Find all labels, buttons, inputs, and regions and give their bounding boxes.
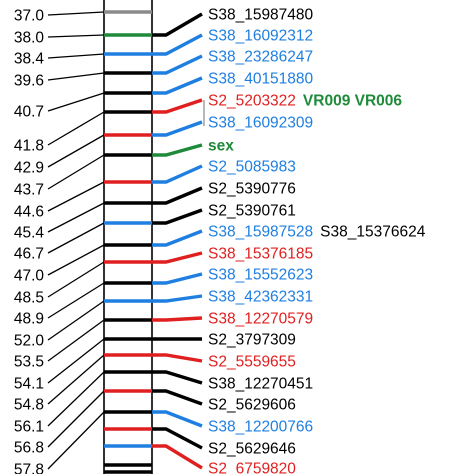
marker-label: S2_5629606 <box>208 397 296 414</box>
marker-label: S38_15987480 <box>208 7 314 24</box>
position-label: 38.0 <box>14 30 45 47</box>
position-connector <box>47 111 105 146</box>
marker-label-group: S38_15987480 S38_16092312 S38_23286247 S38_… <box>208 7 426 474</box>
chromosome-bar <box>103 0 153 474</box>
chromosome-outline <box>103 0 153 474</box>
position-connector <box>47 202 105 233</box>
marker-label: S38_12270579 <box>208 311 313 328</box>
position-label: 45.4 <box>14 225 45 242</box>
position-connector <box>47 181 105 212</box>
marker-connector <box>152 143 203 157</box>
position-label: 53.5 <box>14 354 44 371</box>
marker-extra-label: S38_15376624 <box>320 224 426 241</box>
marker-connector <box>152 251 203 264</box>
marker-label: S2_3797309 <box>208 332 296 349</box>
position-connector <box>47 411 105 470</box>
position-label: 47.0 <box>14 268 45 285</box>
position-label: 39.6 <box>14 73 44 90</box>
position-label: 48.9 <box>14 311 44 328</box>
marker-connector <box>152 76 203 95</box>
position-connector <box>47 92 105 112</box>
position-label: 54.1 <box>14 376 44 393</box>
position-connector <box>47 244 105 276</box>
position-label: 41.8 <box>14 138 44 155</box>
marker-connector <box>152 272 203 285</box>
marker-label: S2_5390776 <box>208 181 296 198</box>
position-connector <box>47 282 105 319</box>
marker-connector <box>152 294 203 303</box>
position-label: 56.8 <box>14 440 44 457</box>
marker-connector <box>152 316 203 322</box>
position-label: 37.0 <box>14 8 45 25</box>
position-label: 57.8 <box>14 462 44 474</box>
marker-connector <box>152 427 203 450</box>
position-label: 52.0 <box>14 333 45 350</box>
position-label: 56.1 <box>14 419 44 436</box>
position-label: 44.6 <box>14 204 44 221</box>
marker-label: S2_5085983 <box>208 159 296 176</box>
position-connector <box>47 53 105 59</box>
marker-connector <box>152 208 203 225</box>
position-connector <box>47 222 105 254</box>
marker-label: S38_15552623 <box>208 267 313 284</box>
position-connector <box>47 354 105 405</box>
marker-label: S38_12200766 <box>208 419 313 436</box>
position-connector <box>47 371 105 427</box>
marker-label: S2_6759820 <box>208 461 296 474</box>
marker-label: S2_5203322 <box>208 93 296 110</box>
position-connector <box>47 300 105 341</box>
marker-label: S38_15376185 <box>208 246 313 263</box>
marker-label: S38_16092309 <box>208 115 313 132</box>
marker-connector <box>152 164 203 184</box>
position-connector <box>47 338 105 384</box>
marker-label: S38_40151880 <box>208 71 314 88</box>
marker-connector-group <box>152 12 205 470</box>
marker-connector <box>152 410 203 428</box>
marker-label: S2_5629646 <box>208 441 296 458</box>
marker-connector <box>152 229 203 247</box>
position-connector <box>47 34 105 38</box>
marker-connector <box>152 389 203 406</box>
marker-connector <box>152 370 203 385</box>
position-connector <box>47 261 105 298</box>
marker-label: S38_16092312 <box>208 28 313 45</box>
position-label: 38.4 <box>14 51 45 68</box>
position-label: 54.8 <box>14 397 44 414</box>
marker-connector <box>152 12 203 37</box>
marker-label: S38_15987528 <box>208 224 313 241</box>
marker-connector <box>152 98 203 114</box>
position-connector-group <box>47 11 105 470</box>
position-label-group: 37.0 38.0 38.4 39.6 40.7 41.8 42.9 43.7 44.6 45.4… <box>14 8 45 474</box>
marker-connector <box>152 120 203 137</box>
marker-label: S38_12270451 <box>208 376 313 393</box>
position-label: 42.9 <box>14 160 44 177</box>
marker-connector <box>152 353 203 363</box>
marker-label: S2_5390761 <box>208 203 296 220</box>
marker-label: S2_5559655 <box>208 354 296 371</box>
position-connector <box>47 154 105 190</box>
marker-connector <box>152 33 203 56</box>
position-label: 40.7 <box>14 104 44 121</box>
position-connector <box>47 134 105 168</box>
marker-label: S38_23286247 <box>208 49 313 66</box>
marker-label: sex <box>208 138 234 155</box>
position-connector <box>47 72 105 81</box>
marker-extra-label: VR009 VR006 <box>303 93 402 110</box>
position-label: 48.5 <box>14 290 44 307</box>
marker-label: S38_42362331 <box>208 289 313 306</box>
marker-connector <box>152 444 203 470</box>
marker-connector <box>152 186 203 205</box>
position-connector <box>47 11 105 16</box>
position-connector <box>47 319 105 362</box>
position-connector <box>47 390 105 448</box>
marker-connector <box>152 54 203 75</box>
position-label: 46.7 <box>14 246 44 263</box>
position-label: 43.7 <box>14 182 44 199</box>
